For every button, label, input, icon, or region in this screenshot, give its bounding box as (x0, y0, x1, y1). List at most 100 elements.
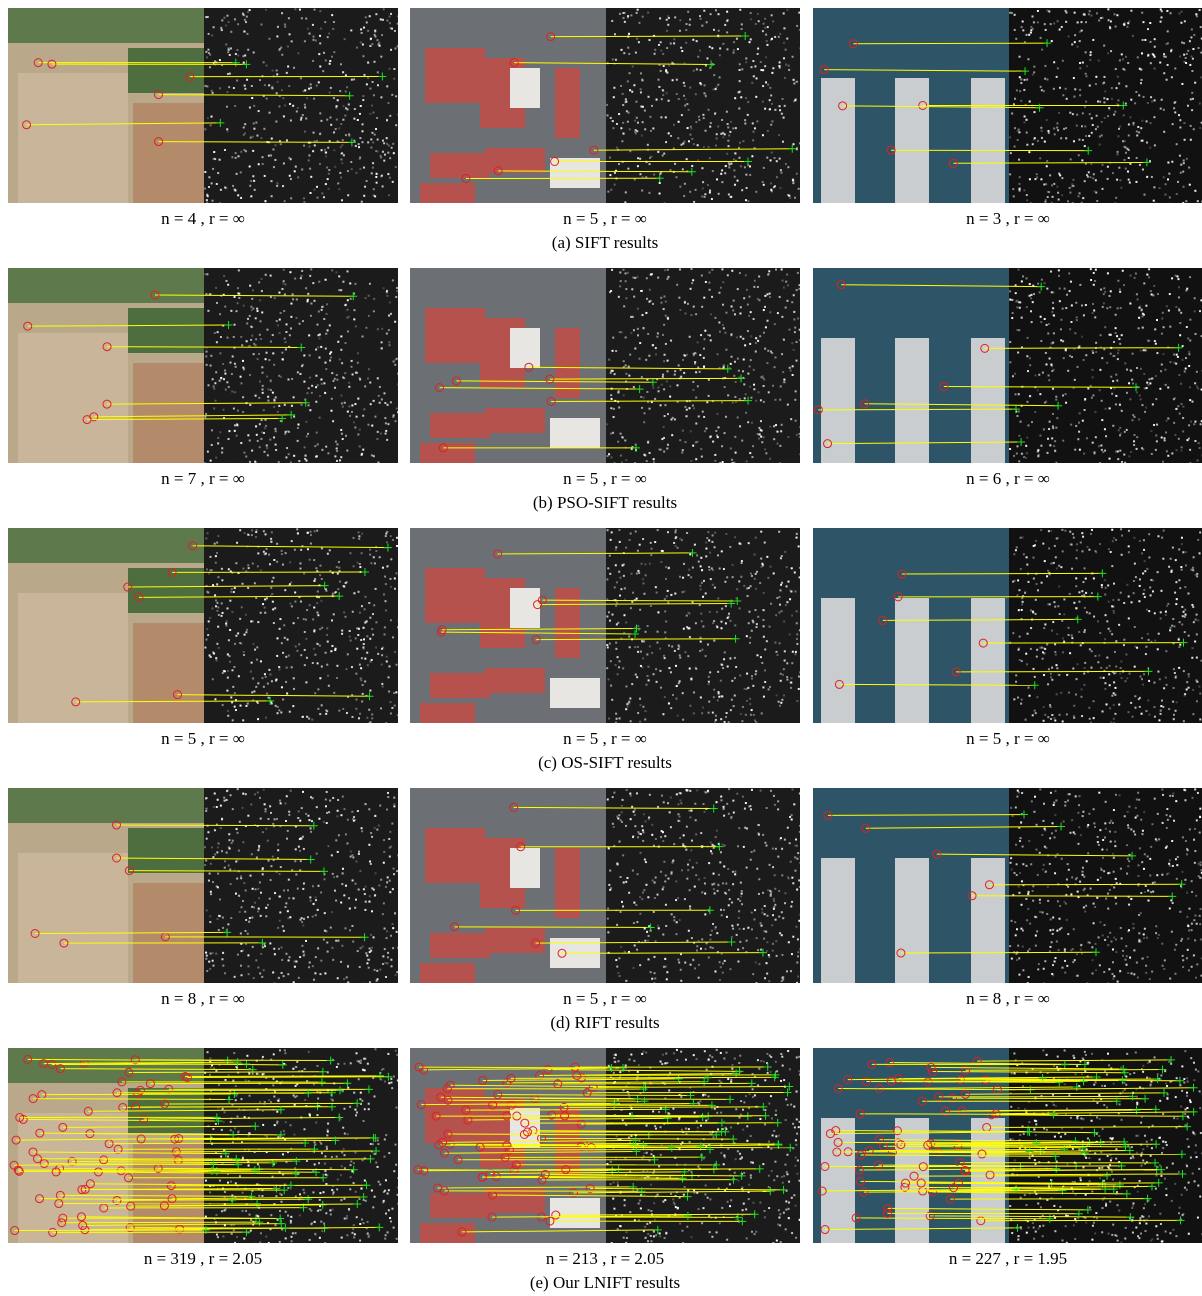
speckle (642, 176, 644, 178)
speckle (391, 147, 393, 149)
speckle (1109, 295, 1111, 297)
speckle (1044, 141, 1046, 143)
speckle (1057, 67, 1059, 69)
speckle (1154, 46, 1156, 48)
speckle (655, 353, 657, 355)
speckle (1177, 275, 1179, 277)
speckle (1093, 717, 1095, 719)
speckle (1094, 452, 1096, 454)
speckle (1097, 100, 1099, 102)
speckle (793, 100, 795, 102)
speckle (1071, 185, 1073, 187)
roof (550, 158, 600, 188)
speckle (237, 287, 239, 289)
speckle (329, 116, 331, 118)
speckle (1122, 68, 1124, 70)
speckle (1113, 114, 1115, 116)
speckle (271, 87, 273, 89)
speckle (1092, 442, 1094, 444)
speckle (792, 365, 794, 367)
speckle (730, 709, 732, 711)
speckle (754, 127, 756, 129)
speckle (1172, 618, 1174, 620)
speckle (1035, 712, 1037, 714)
speckle (668, 567, 670, 569)
speckle (216, 659, 218, 661)
speckle (666, 72, 668, 74)
speckle (1170, 12, 1172, 14)
speckle (1079, 412, 1081, 414)
speckle (1166, 305, 1168, 307)
speckle (1092, 350, 1094, 352)
speckle (366, 620, 368, 622)
speckle (259, 381, 261, 383)
speckle (659, 193, 661, 195)
speckle (1047, 716, 1049, 718)
speckle (722, 281, 724, 283)
speckle (1041, 582, 1043, 584)
speckle (259, 299, 261, 301)
speckle (230, 47, 232, 49)
speckle (663, 295, 665, 297)
speckle (779, 604, 781, 606)
speckle (638, 22, 640, 24)
speckle (1139, 540, 1141, 542)
speckle (255, 344, 257, 346)
speckle (1160, 590, 1162, 592)
speckle (1169, 203, 1171, 205)
speckle (255, 122, 257, 124)
speckle (320, 960, 322, 962)
speckle (1066, 674, 1068, 676)
speckle (270, 389, 272, 391)
speckle (314, 629, 316, 631)
speckle (1146, 120, 1148, 122)
speckle (664, 631, 666, 633)
speckle (1188, 687, 1190, 689)
speckle (614, 462, 616, 464)
panel-caption: n = 3 , r = ∞ (966, 209, 1050, 228)
speckle (326, 119, 328, 121)
speckle (381, 347, 383, 349)
speckle (770, 94, 772, 96)
speckle (1175, 559, 1177, 561)
speckle (1114, 13, 1116, 15)
speckle (1158, 633, 1160, 635)
speckle (1063, 357, 1065, 359)
speckle (1018, 411, 1020, 413)
row-caption: (b) PSO-SIFT results (533, 493, 677, 512)
speckle (1040, 178, 1042, 180)
speckle (776, 654, 778, 656)
speckle (703, 348, 705, 350)
speckle (1098, 59, 1100, 61)
speckle (340, 158, 342, 160)
speckle (362, 99, 364, 101)
speckle (607, 114, 609, 116)
speckle (627, 706, 629, 708)
speckle (1149, 714, 1151, 716)
speckle (649, 452, 651, 454)
speckle (1082, 550, 1084, 552)
speckle (628, 701, 630, 703)
speckle (319, 395, 321, 397)
speckle (383, 593, 385, 595)
speckle (254, 902, 256, 904)
speckle (1022, 275, 1024, 277)
speckle (1051, 667, 1053, 669)
speckle (1183, 61, 1185, 63)
speckle (701, 306, 703, 308)
speckle (629, 539, 631, 541)
speckle (379, 402, 381, 404)
speckle (643, 421, 645, 423)
speckle (656, 642, 658, 644)
speckle (799, 453, 801, 455)
speckle (1092, 394, 1094, 396)
field (133, 623, 204, 723)
speckle (739, 425, 741, 427)
speckle (697, 56, 699, 58)
speckle (377, 150, 379, 152)
speckle (752, 139, 754, 141)
speckle (717, 671, 719, 673)
speckle (388, 194, 390, 196)
speckle (1018, 649, 1020, 651)
speckle (1051, 679, 1053, 681)
